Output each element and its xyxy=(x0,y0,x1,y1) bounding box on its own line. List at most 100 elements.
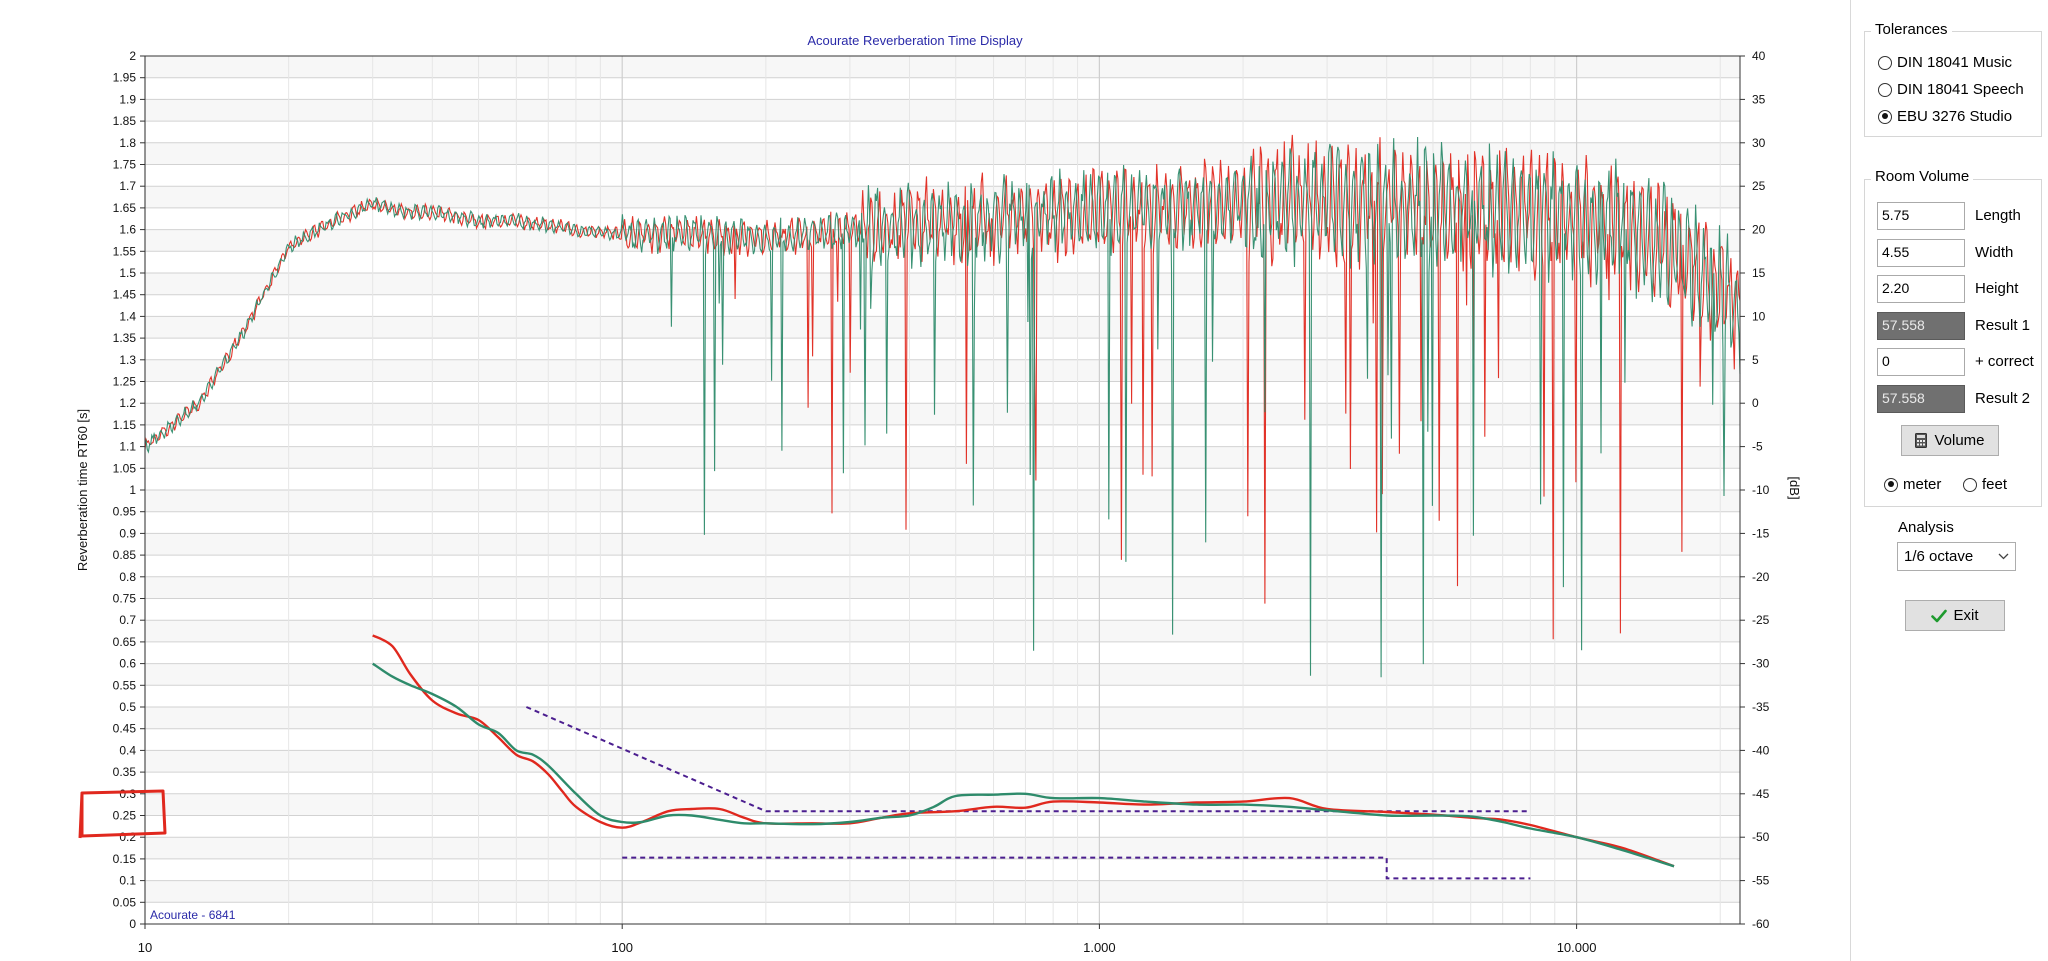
y-tick-label: 0.75 xyxy=(113,592,137,606)
y2-tick-label: 10 xyxy=(1752,309,1766,323)
y-tick-label: 0.9 xyxy=(119,526,136,540)
grid-band xyxy=(145,728,1740,751)
unit-meter-label: meter xyxy=(1903,476,1942,493)
y-tick-label: 0.7 xyxy=(119,613,136,627)
y-tick-label: 1.4 xyxy=(119,309,136,323)
length-input[interactable]: 5.75 xyxy=(1877,202,1965,230)
y-tick-label: 0.4 xyxy=(119,743,136,757)
y-tick-label: 1.05 xyxy=(113,461,137,475)
width-input[interactable]: 4.55 xyxy=(1877,239,1965,267)
spectrum-line-green xyxy=(144,136,1741,678)
y2-tick-label: 20 xyxy=(1752,223,1766,237)
grid-band xyxy=(145,858,1740,881)
result2-label: Result 2 xyxy=(1975,390,2031,407)
y-tick-label: 1.45 xyxy=(113,288,137,302)
y2-tick-label: -55 xyxy=(1752,874,1770,888)
tolerance-din-music-label: DIN 18041 Music xyxy=(1897,54,2013,71)
y-tick-label: 1.85 xyxy=(113,114,137,128)
grid-band xyxy=(145,424,1740,447)
y-tick-label: 0.2 xyxy=(119,830,136,844)
y2-tick-label: -20 xyxy=(1752,570,1770,584)
x-tick-label: 100 xyxy=(611,940,633,955)
grid-band xyxy=(145,641,1740,664)
radio-meter[interactable] xyxy=(1884,477,1898,492)
y-tick-label: 1.8 xyxy=(119,136,136,150)
width-label: Width xyxy=(1975,244,2014,261)
highlight-annotation xyxy=(78,789,167,839)
y-tick-label: 0.05 xyxy=(113,895,137,909)
volume-button[interactable]: Volume xyxy=(1901,425,1999,456)
y2-tick-label: -15 xyxy=(1752,526,1770,540)
y-tick-label: 0.5 xyxy=(119,700,136,714)
y-tick-label: 1.65 xyxy=(113,201,137,215)
y2-tick-label: 0 xyxy=(1752,396,1759,410)
y-tick-label: 0.6 xyxy=(119,657,136,671)
grid-band xyxy=(145,121,1740,143)
y-tick-label: 1.3 xyxy=(119,353,136,367)
y2-tick-label: -35 xyxy=(1752,700,1770,714)
y-tick-label: 1.95 xyxy=(113,71,137,85)
unit-meter-option[interactable]: meter xyxy=(1884,476,1941,493)
grid-band xyxy=(145,772,1740,794)
radio-din-speech[interactable] xyxy=(1878,82,1892,97)
y-tick-label: 0.25 xyxy=(113,809,137,823)
y2-axis-label: [dB] xyxy=(1787,476,1802,499)
grid-band xyxy=(145,207,1740,230)
grid-band xyxy=(145,598,1740,621)
y-tick-label: 0.65 xyxy=(113,635,137,649)
unit-feet-label: feet xyxy=(1982,476,2008,493)
y-tick-label: 1.9 xyxy=(119,92,136,106)
tolerance-ebu-studio-option[interactable]: EBU 3276 Studio xyxy=(1878,108,2012,125)
length-label: Length xyxy=(1975,207,2021,224)
x-tick-label: 10 xyxy=(138,940,152,955)
y-tick-label: 1.5 xyxy=(119,266,136,280)
y-tick-label: 0.35 xyxy=(113,765,137,779)
height-label: Height xyxy=(1975,280,2019,297)
result2-field: 57.558 xyxy=(1877,385,1965,413)
grid-band xyxy=(145,77,1740,100)
radio-din-music[interactable] xyxy=(1878,55,1892,70)
y-tick-label: 0.55 xyxy=(113,678,137,692)
chart-title: Acourate Reverberation Time Display xyxy=(807,33,1023,48)
y-tick-label: 1.1 xyxy=(119,440,136,454)
tolerance-din-speech-option[interactable]: DIN 18041 Speech xyxy=(1878,81,2024,98)
y-tick-label: 1.2 xyxy=(119,396,136,410)
watermark-label: Acourate - 6841 xyxy=(150,908,236,922)
height-input[interactable]: 2.20 xyxy=(1877,275,1965,303)
y2-tick-label: 15 xyxy=(1752,266,1766,280)
correction-input[interactable]: 0 xyxy=(1877,348,1965,376)
exit-button[interactable]: Exit xyxy=(1905,600,2005,631)
result1-field: 57.558 xyxy=(1877,312,1965,340)
y-tick-label: 1.55 xyxy=(113,244,137,258)
y-tick-label: 0 xyxy=(129,917,136,931)
y-tick-label: 1 xyxy=(129,483,136,497)
y-tick-label: 0.95 xyxy=(113,505,137,519)
room-volume-title: Room Volume xyxy=(1871,168,1974,185)
radio-feet[interactable] xyxy=(1963,477,1977,492)
rt60-line-green xyxy=(372,662,1675,868)
tolerance-lower-line xyxy=(622,856,1531,880)
tolerance-din-music-option[interactable]: DIN 18041 Music xyxy=(1878,54,2012,71)
analysis-select[interactable]: 1/6 octave xyxy=(1897,542,2016,571)
tolerance-upper-line xyxy=(526,706,1531,813)
calculator-icon xyxy=(1915,433,1928,448)
analysis-selected-value: 1/6 octave xyxy=(1904,548,1974,565)
grid-band xyxy=(145,294,1740,317)
tolerance-ebu-studio-label: EBU 3276 Studio xyxy=(1897,108,2013,125)
y-tick-label: 2 xyxy=(129,49,136,63)
tolerance-din-speech-label: DIN 18041 Speech xyxy=(1897,81,2024,98)
y2-tick-label: 30 xyxy=(1752,136,1766,150)
grid-band xyxy=(145,511,1740,534)
y-tick-label: 1.75 xyxy=(113,158,137,172)
y2-tick-label: -45 xyxy=(1752,787,1770,801)
y-axis-label: Reverberation time RT60 [s] xyxy=(75,409,90,571)
y2-tick-label: -25 xyxy=(1752,613,1770,627)
unit-feet-option[interactable]: feet xyxy=(1963,476,2007,493)
x-tick-label: 10.000 xyxy=(1557,940,1597,955)
y2-tick-label: -10 xyxy=(1752,483,1770,497)
y-tick-label: 1.35 xyxy=(113,331,137,345)
y-tick-label: 0.1 xyxy=(119,874,136,888)
radio-ebu-studio[interactable] xyxy=(1878,109,1892,124)
y-tick-label: 1.15 xyxy=(113,418,137,432)
y2-tick-label: 40 xyxy=(1752,49,1766,63)
